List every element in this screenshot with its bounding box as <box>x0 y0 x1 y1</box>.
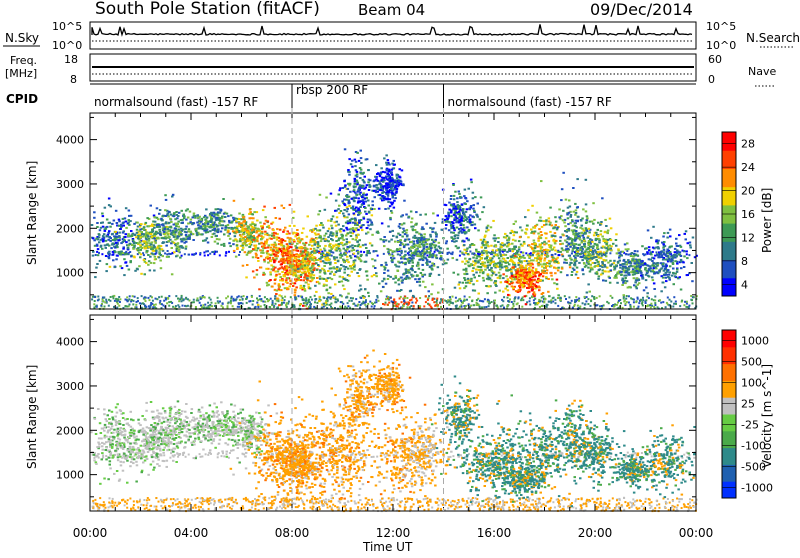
date-label: 09/Dec/2014 <box>590 0 693 19</box>
beam-label: Beam 04 <box>358 1 425 19</box>
colorbar-tick-label: 12 <box>741 231 755 244</box>
range-tick-label: 1000 <box>56 267 84 280</box>
nsky-trace <box>92 24 694 41</box>
colorbar-tick-label: -1000 <box>741 482 773 495</box>
nsearch-label: N.Search <box>746 31 800 45</box>
freq-panel: Freq. [MHz] 18 8 60 0 Nave <box>5 53 776 86</box>
nave-tick-top: 60 <box>708 53 722 66</box>
time-tick-label: 00:00 <box>73 526 108 540</box>
time-tick-label: 20:00 <box>578 526 613 540</box>
nsky-tick-top: 10^5 <box>52 20 82 33</box>
colorbar-tick-label: 25 <box>741 398 755 411</box>
power-ylabel: Slant Range [km] <box>25 161 39 265</box>
power-cbar-label: Power [dB] <box>760 188 774 253</box>
velocity-cbar-label-text: Velocity [m s^-1] <box>760 364 774 468</box>
time-tick-label: 12:00 <box>376 526 411 540</box>
colorbar-tick-label: 16 <box>741 208 755 221</box>
velocity-panel: 1000 2000 3000 4000 Slant Range [km] 1000 50… <box>25 315 774 512</box>
cpid-segment-label: normalsound (fast) -157 RF <box>448 95 612 109</box>
cpid-segment-label: normalsound (fast) -157 RF <box>94 95 258 109</box>
colorbar-tick-label: 8 <box>741 255 748 268</box>
nsearch-tick-top: 10^5 <box>706 20 736 33</box>
cpid-segment-label: rbsp 200 RF <box>296 83 368 97</box>
power-colorbar: 28 24 20 16 12 8 4 <box>722 132 755 297</box>
time-axis-label: Time UT <box>362 540 413 554</box>
colorbar-tick-label: 4 <box>741 278 748 291</box>
colorbar-tick-label: 100 <box>741 377 762 390</box>
colorbar-tick-label: 500 <box>741 356 762 369</box>
time-tick-label: 00:00 <box>679 526 714 540</box>
freq-label: Freq. <box>10 54 37 67</box>
range-tick-label: 3000 <box>56 380 84 393</box>
nsearch-tick-bottom: 10^0 <box>706 39 736 52</box>
range-tick-label: 3000 <box>56 178 84 191</box>
colorbar-tick-label: 1000 <box>741 335 769 348</box>
cpid-panel: CPID normalsound (fast) -157 RF rbsp 200 … <box>6 83 696 109</box>
colorbar-tick-label: 24 <box>741 161 755 174</box>
freq-tick-bottom: 8 <box>70 73 77 86</box>
colorbar-tick-label: 20 <box>741 185 755 198</box>
range-tick-label: 1000 <box>56 469 84 482</box>
nsky-label: N.Sky <box>5 31 39 45</box>
velocity-cbar-label: Velocity [m s^-1] <box>760 364 774 468</box>
range-tick-label: 2000 <box>56 424 84 437</box>
range-tick-label: 4000 <box>56 336 84 349</box>
time-tick-label: 04:00 <box>174 526 209 540</box>
power-panel: 1000 2000 3000 4000 Slant Range [km] 28 24 20… <box>25 113 774 310</box>
time-tick-label: 08:00 <box>275 526 310 540</box>
nsky-tick-bottom: 10^0 <box>52 39 82 52</box>
velocity-scatter <box>90 350 698 513</box>
range-tick-label: 2000 <box>56 222 84 235</box>
nave-tick-bottom: 0 <box>708 73 715 86</box>
range-tick-label: 4000 <box>56 134 84 147</box>
cpid-label: CPID <box>6 92 38 106</box>
freq-tick-top: 18 <box>64 53 78 66</box>
nave-label: Nave <box>748 65 776 78</box>
colorbar-tick-label: 28 <box>741 138 755 151</box>
velocity-ylabel: Slant Range [km] <box>25 365 39 469</box>
time-tick-label: 16:00 <box>477 526 512 540</box>
power-scatter <box>91 148 698 310</box>
station-title: South Pole Station (fitACF) <box>95 0 320 19</box>
freq-unit-label: [MHz] <box>5 67 37 80</box>
colorbar-tick-label: -25 <box>741 419 759 432</box>
nsky-panel: N.Sky 10^5 10^0 10^5 10^0 N.Search <box>3 20 800 52</box>
